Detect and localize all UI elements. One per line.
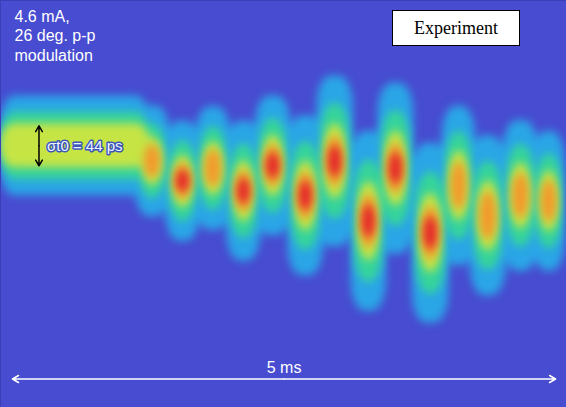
svg-text:4.6 mA,26 deg. p-pmodulation: 4.6 mA,26 deg. p-pmodulation: [15, 8, 96, 63]
svg-text:5 ms: 5 ms: [267, 359, 302, 376]
svg-text:σt0 = 44 ps: σt0 = 44 ps: [47, 137, 123, 154]
html-text:Experiment: Experiment: [414, 17, 498, 38]
